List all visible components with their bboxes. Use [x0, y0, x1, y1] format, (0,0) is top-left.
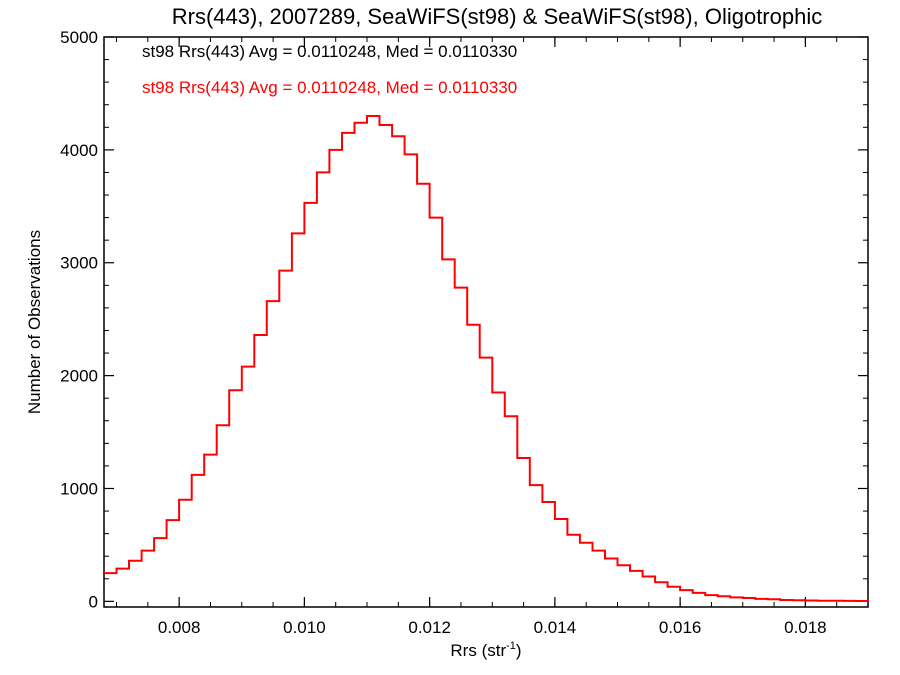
x-axis-label: Rrs (str-1)	[450, 640, 521, 660]
plot-frame	[103, 36, 869, 608]
x-tick-label-0: 0.008	[158, 618, 201, 637]
series-line	[104, 115, 869, 602]
y-tick-label-5: 5000	[60, 28, 98, 47]
y-tick-label-1: 1000	[60, 479, 98, 498]
y-tick-label-0: 0	[89, 592, 98, 611]
x-tick-label-5: 0.018	[784, 618, 827, 637]
annotation-red: st98 Rrs(443) Avg = 0.0110248, Med = 0.0…	[142, 78, 517, 97]
y-tick-label-3: 3000	[60, 254, 98, 273]
x-axis-label-exponent: -1	[506, 640, 516, 652]
y-axis-ticks: 0 1000 2000 3000 4000 5000	[60, 28, 868, 611]
x-tick-label-3: 0.014	[534, 618, 577, 637]
annotation-black: st98 Rrs(443) Avg = 0.0110248, Med = 0.0…	[142, 42, 517, 61]
y-tick-label-2: 2000	[60, 367, 98, 386]
x-tick-label-2: 0.012	[408, 618, 451, 637]
x-tick-label-4: 0.016	[659, 618, 702, 637]
y-axis-label: Number of Observations	[25, 230, 44, 414]
x-tick-label-1: 0.010	[283, 618, 326, 637]
y-tick-label-4: 4000	[60, 141, 98, 160]
x-axis-label-close: )	[516, 641, 522, 660]
x-axis-label-main: Rrs (str	[450, 641, 506, 660]
chart-title: Rrs(443), 2007289, SeaWiFS(st98) & SeaWi…	[172, 4, 822, 29]
x-axis-ticks: 0.008 0.010 0.012 0.014 0.016 0.018	[116, 37, 869, 637]
